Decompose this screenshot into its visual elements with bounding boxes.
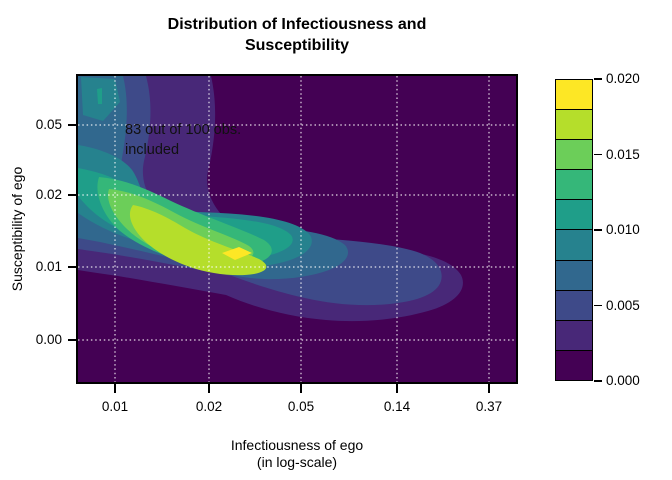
plot-annotation-line2: included xyxy=(125,142,180,158)
legend-color-band xyxy=(556,290,592,321)
legend-color-band xyxy=(556,320,592,351)
legend-color-band xyxy=(556,170,592,201)
legend-color-band xyxy=(556,200,592,231)
legend-tick-label: 0.005 xyxy=(606,297,640,313)
x-tick-label: 0.37 xyxy=(475,399,503,414)
y-tick-label: 0.05 xyxy=(35,117,62,132)
color-legend-bar xyxy=(555,79,593,381)
legend-tick-mark xyxy=(594,380,602,382)
legend-color-band xyxy=(556,80,592,111)
legend-tick-mark xyxy=(594,78,602,80)
x-tick-mark xyxy=(300,384,302,393)
chart-title-line1: Distribution of Infectiousness and xyxy=(167,16,427,33)
legend-tick-label: 0.000 xyxy=(606,373,640,388)
x-tick-mark xyxy=(114,384,116,393)
legend-tick-mark xyxy=(594,229,602,231)
x-tick-label: 0.14 xyxy=(383,399,411,414)
x-tick-mark xyxy=(396,384,398,393)
legend-color-band xyxy=(556,140,592,171)
plot-annotation: 83 out of 100 obs. included xyxy=(125,120,241,160)
legend-tick-label: 0.010 xyxy=(606,222,640,237)
y-tick-label: 0.01 xyxy=(35,259,62,274)
legend-color-band xyxy=(556,260,592,291)
chart-title: Distribution of Infectiousness and Susce… xyxy=(78,14,516,56)
contour-band xyxy=(97,88,102,104)
x-tick-label: 0.02 xyxy=(195,399,223,414)
x-axis-title-line2: (in log-scale) xyxy=(256,454,338,470)
legend-color-band xyxy=(556,230,592,261)
x-tick-mark xyxy=(488,384,490,393)
x-tick-label: 0.05 xyxy=(287,399,315,414)
y-tick-mark xyxy=(68,124,76,126)
legend-color-band xyxy=(556,350,592,380)
legend-tick-mark xyxy=(594,304,602,306)
y-tick-mark xyxy=(68,194,76,196)
legend-tick-label: 0.015 xyxy=(606,146,640,162)
legend-tick-mark xyxy=(594,153,602,155)
y-tick-mark xyxy=(68,339,76,341)
x-tick-label: 0.01 xyxy=(101,399,129,414)
chart-title-line2: Susceptibility xyxy=(244,37,350,54)
x-axis-title: Infectiousness of ego (in log-scale) xyxy=(78,437,516,471)
plot-area xyxy=(76,74,518,384)
x-tick-mark xyxy=(208,384,210,393)
x-axis-title-line1: Infectiousness of ego xyxy=(230,437,364,453)
legend-tick-label: 0.020 xyxy=(606,71,640,86)
y-tick-label: 0.00 xyxy=(35,332,62,347)
contour-plot xyxy=(78,76,516,382)
contour-band xyxy=(222,247,252,260)
y-tick-mark xyxy=(68,266,76,268)
y-tick-label: 0.02 xyxy=(35,187,62,202)
legend-color-band xyxy=(556,110,592,141)
plot-annotation-line1: 83 out of 100 obs. xyxy=(125,122,242,138)
